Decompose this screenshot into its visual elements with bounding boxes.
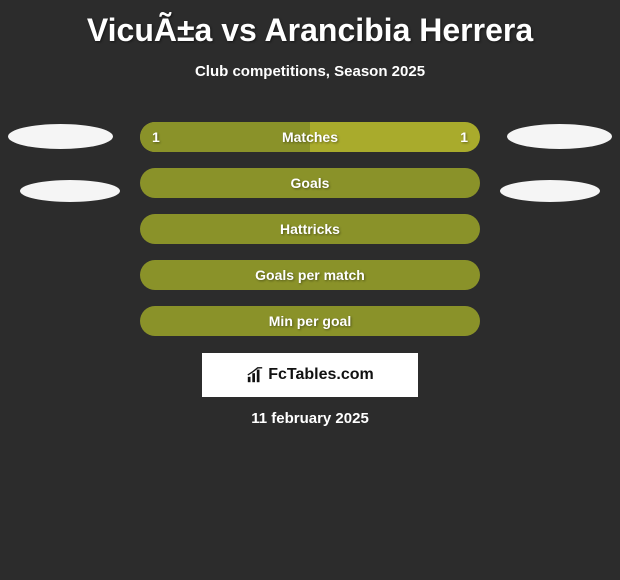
stat-value-right: 1	[460, 129, 468, 145]
stat-row-goals-per-match: Goals per match	[140, 260, 480, 290]
player-left-badge-2	[20, 180, 120, 202]
player-right-badge-2	[500, 180, 600, 202]
stat-label: Goals	[291, 175, 330, 191]
stat-row-goals: Goals	[140, 168, 480, 198]
stat-row-min-per-goal: Min per goal	[140, 306, 480, 336]
stats-container: 1 Matches 1 Goals Hattricks Goals per ma…	[140, 122, 480, 352]
fctables-logo[interactable]: FcTables.com	[202, 353, 418, 397]
player-right-badge-1	[507, 124, 612, 149]
page-title: VicuÃ±a vs Arancibia Herrera	[0, 0, 620, 49]
subtitle: Club competitions, Season 2025	[0, 63, 620, 80]
stat-row-hattricks: Hattricks	[140, 214, 480, 244]
logo-text: FcTables.com	[268, 366, 374, 384]
chart-icon	[246, 366, 264, 384]
stat-row-matches: 1 Matches 1	[140, 122, 480, 152]
date-label: 11 february 2025	[0, 410, 620, 427]
stat-label: Matches	[282, 129, 338, 145]
stat-label: Hattricks	[280, 221, 340, 237]
stat-value-left: 1	[152, 129, 160, 145]
player-left-badge-1	[8, 124, 113, 149]
stat-label: Min per goal	[269, 313, 351, 329]
stat-label: Goals per match	[255, 267, 365, 283]
